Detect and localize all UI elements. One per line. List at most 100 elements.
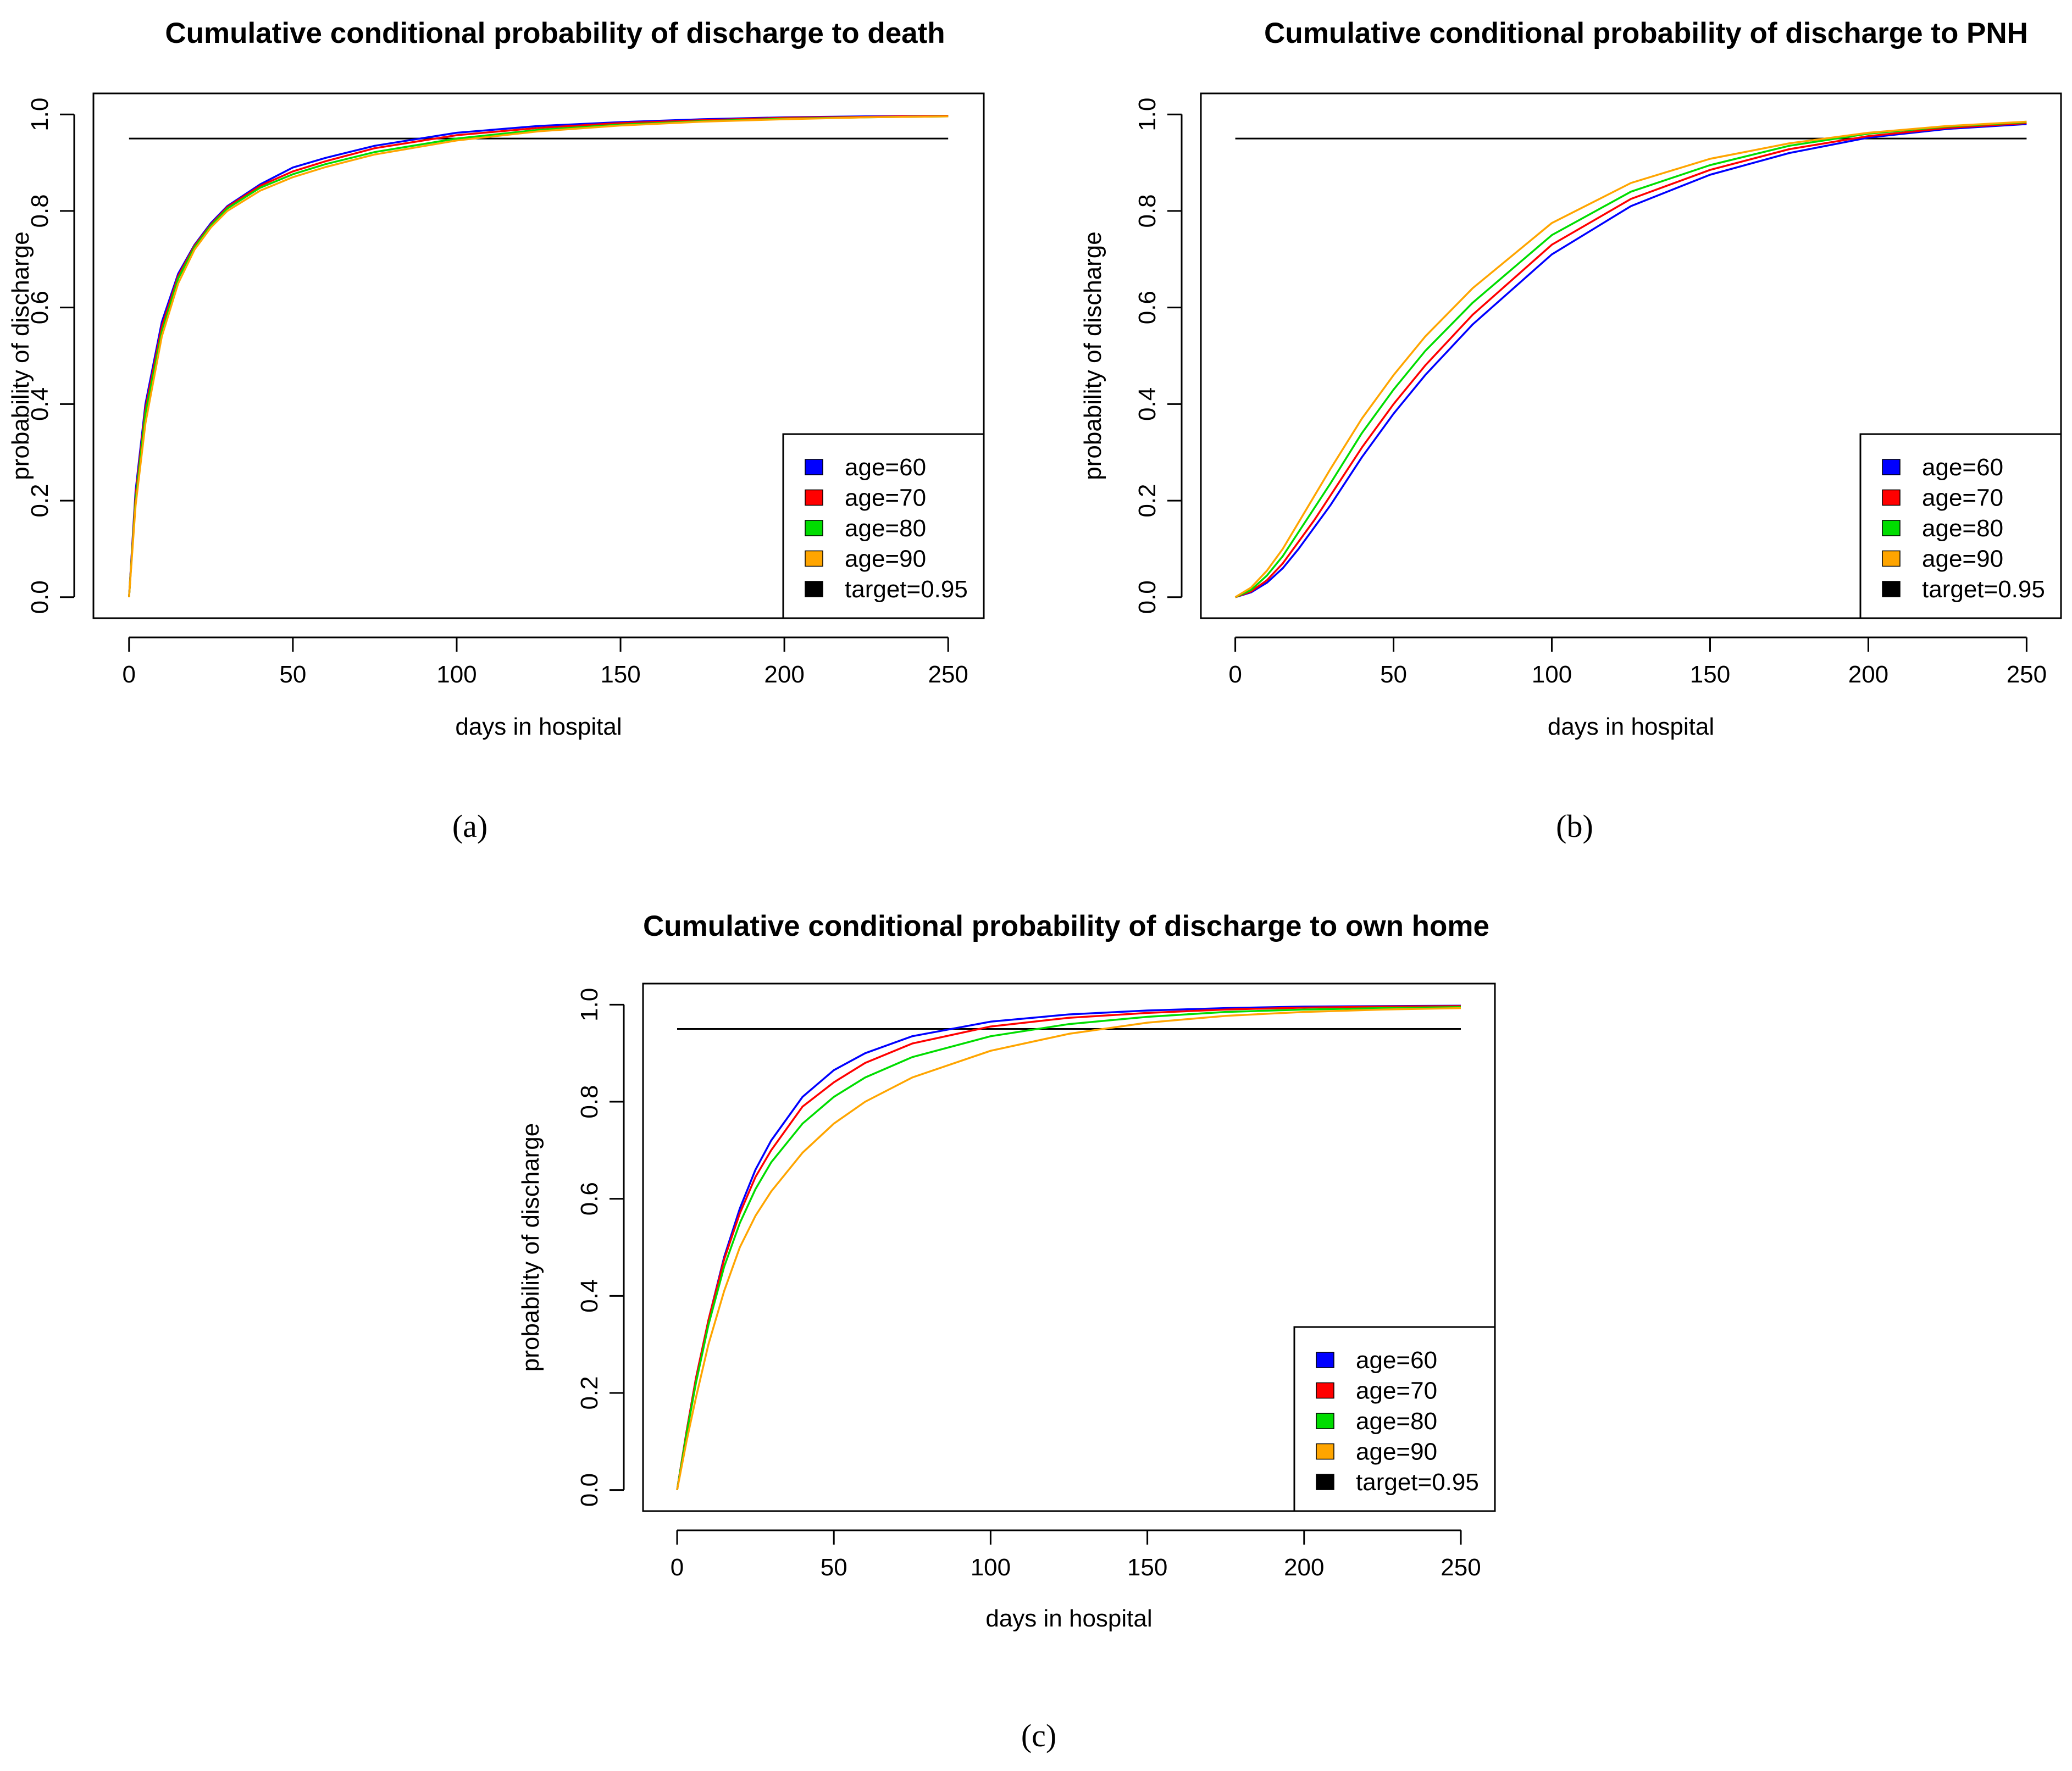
x-tick-label: 150 xyxy=(1127,1554,1167,1581)
legend-swatch xyxy=(1316,1352,1334,1368)
x-tick-label: 250 xyxy=(928,661,968,688)
y-tick-label: 0.0 xyxy=(26,580,53,614)
y-tick-label: 0.8 xyxy=(1134,194,1161,227)
chart-panel-a: Cumulative conditional probability of di… xyxy=(7,17,985,740)
series-line-age-60 xyxy=(1235,123,2027,598)
x-tick-label: 0 xyxy=(671,1554,684,1581)
chart-title: Cumulative conditional probability of di… xyxy=(165,17,945,49)
plot-frame xyxy=(92,92,985,619)
legend-label: age=80 xyxy=(1922,515,2003,542)
y-tick-label: 0.2 xyxy=(1134,484,1161,517)
x-tick-label: 50 xyxy=(1380,661,1407,688)
y-tick-label: 0.8 xyxy=(576,1085,603,1118)
x-tick-label: 100 xyxy=(1532,661,1572,688)
legend-label: age=70 xyxy=(845,485,926,512)
chart-panel-b: Cumulative conditional probability of di… xyxy=(1079,17,2062,740)
series-line-age-90 xyxy=(1234,120,2027,598)
x-tick-label: 0 xyxy=(1228,661,1242,688)
legend-swatch xyxy=(805,459,823,475)
series-line-age-70 xyxy=(128,115,949,597)
legend-label: age=80 xyxy=(1356,1408,1437,1435)
series-line-age-70 xyxy=(676,1005,1461,1490)
y-tick-label: 0.8 xyxy=(26,194,53,227)
y-tick-label: 0.6 xyxy=(1134,291,1161,324)
series-line-age-70 xyxy=(1235,122,2027,598)
legend-label: age=60 xyxy=(845,454,926,481)
figure-label-a: (a) xyxy=(452,808,487,844)
legend-label: age=60 xyxy=(1356,1347,1437,1374)
y-axis-label: probability of discharge xyxy=(517,1123,544,1372)
legend-label: age=90 xyxy=(1922,546,2003,573)
x-tick-label: 250 xyxy=(2007,661,2047,688)
x-axis-label: days in hospital xyxy=(1548,713,1714,740)
figure-label-c: (c) xyxy=(1021,1718,1056,1753)
y-tick-label: 0.4 xyxy=(576,1279,603,1313)
series-line-age-90 xyxy=(676,1007,1461,1490)
y-axis: 0.0 0.2 0.4 0.6 0.8 1.0 xyxy=(1134,98,1183,614)
legend-swatch xyxy=(1316,1413,1334,1429)
x-tick-label: 50 xyxy=(279,661,306,688)
x-axis-label: days in hospital xyxy=(985,1605,1152,1632)
legend-label: age=70 xyxy=(1922,485,2003,512)
y-tick-label: 0.4 xyxy=(1134,387,1161,421)
y-axis-label: probability of discharge xyxy=(1079,231,1106,480)
series-line-age-80 xyxy=(1234,121,2027,598)
y-tick-label: 1.0 xyxy=(576,988,603,1021)
legend: age=60 age=70 age=80 age=90 target=0.95 xyxy=(1293,1326,1496,1512)
legend-swatch xyxy=(805,581,823,597)
legend-swatch xyxy=(805,489,823,506)
y-tick-label: 0.2 xyxy=(26,484,53,517)
legend-swatch xyxy=(1882,520,1901,536)
plot-frame xyxy=(642,982,1496,1512)
legend-label: age=90 xyxy=(1356,1439,1437,1465)
legend-swatch xyxy=(1316,1443,1334,1460)
legend-label: age=60 xyxy=(1922,454,2003,481)
y-tick-label: 1.0 xyxy=(26,98,53,131)
legend-label: target=0.95 xyxy=(845,576,968,603)
y-tick-label: 0.4 xyxy=(26,387,53,421)
legend: age=60 age=70 age=80 age=90 target=0.95 xyxy=(1859,433,2062,619)
x-tick-label: 200 xyxy=(1284,1554,1324,1581)
y-axis-label: probability of discharge xyxy=(7,231,34,480)
x-tick-label: 0 xyxy=(123,661,136,688)
y-tick-label: 0.0 xyxy=(576,1473,603,1507)
series-line-age-80 xyxy=(676,1006,1461,1490)
legend-swatch xyxy=(1882,489,1901,506)
legend: age=60 age=70 age=80 age=90 target=0.95 xyxy=(782,433,985,619)
series-line-age-90 xyxy=(128,115,949,597)
x-axis: 0 50 100 150 200 250 xyxy=(1228,636,2047,688)
y-axis: 0.0 0.2 0.4 0.6 0.8 1.0 xyxy=(576,988,625,1507)
chart-panel-c: Cumulative conditional probability of di… xyxy=(517,910,1496,1632)
y-tick-label: 0.6 xyxy=(576,1182,603,1215)
legend-label: target=0.95 xyxy=(1356,1469,1479,1496)
x-tick-label: 200 xyxy=(764,661,804,688)
x-tick-label: 100 xyxy=(436,661,477,688)
legend-label: target=0.95 xyxy=(1922,576,2045,603)
legend-label: age=80 xyxy=(845,515,926,542)
plot-frame xyxy=(1200,92,2062,619)
y-tick-label: 0.6 xyxy=(26,291,53,324)
x-tick-label: 150 xyxy=(600,661,640,688)
legend-swatch xyxy=(1316,1382,1334,1399)
y-tick-label: 0.2 xyxy=(576,1376,603,1409)
y-tick-label: 0.0 xyxy=(1134,580,1161,614)
x-tick-label: 150 xyxy=(1690,661,1730,688)
legend-swatch xyxy=(805,550,823,567)
x-axis-label: days in hospital xyxy=(455,713,622,740)
x-axis: 0 50 100 150 200 250 xyxy=(123,636,968,688)
legend-swatch xyxy=(1882,550,1901,567)
legend-label: age=70 xyxy=(1356,1378,1437,1404)
legend-swatch xyxy=(1882,459,1901,475)
x-tick-label: 50 xyxy=(821,1554,847,1581)
x-tick-label: 100 xyxy=(971,1554,1011,1581)
y-axis: 0.0 0.2 0.4 0.6 0.8 1.0 xyxy=(26,98,75,614)
legend-swatch xyxy=(1316,1474,1334,1490)
legend-swatch xyxy=(1882,581,1901,597)
figure-label-b: (b) xyxy=(1556,808,1593,844)
legend-swatch xyxy=(805,520,823,536)
chart-title: Cumulative conditional probability of di… xyxy=(643,910,1489,942)
x-axis: 0 50 100 150 200 250 xyxy=(671,1529,1481,1581)
x-tick-label: 250 xyxy=(1441,1554,1481,1581)
legend-label: age=90 xyxy=(845,546,926,573)
